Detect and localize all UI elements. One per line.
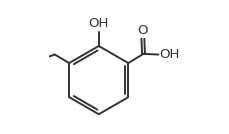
Text: OH: OH	[159, 48, 180, 61]
Text: OH: OH	[89, 17, 109, 30]
Text: O: O	[138, 24, 148, 37]
